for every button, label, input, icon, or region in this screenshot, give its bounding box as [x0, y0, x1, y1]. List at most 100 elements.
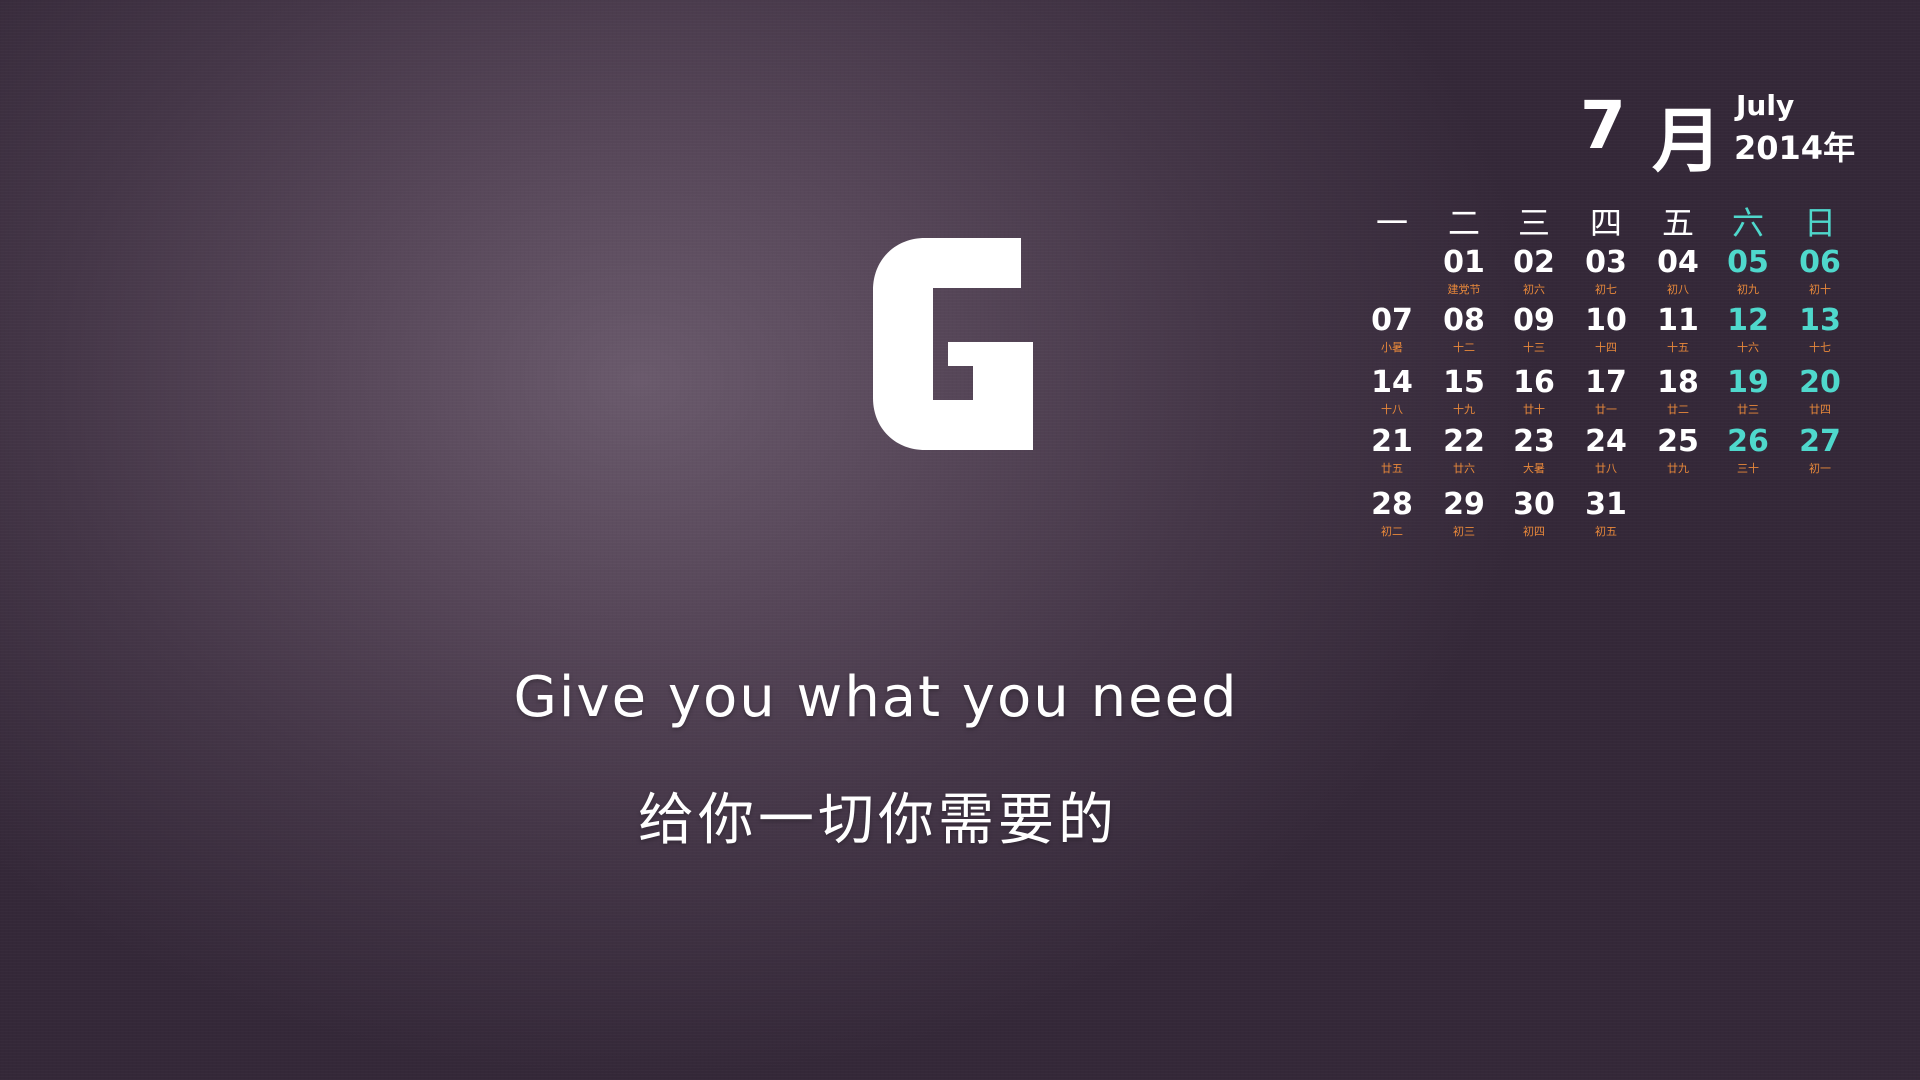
- lunar-date-label: 十八: [1381, 403, 1403, 416]
- day-number: 22: [1443, 424, 1485, 459]
- calendar-day: 15 十九: [1434, 365, 1494, 417]
- weekday-wed: 三: [1517, 204, 1550, 242]
- lunar-date-label: 廿九: [1667, 462, 1689, 475]
- tagline-chinese: 给你一切你需要的: [638, 788, 1118, 853]
- lunar-date-label: 初二: [1381, 525, 1403, 538]
- calendar-day: 06 初十: [1790, 245, 1850, 297]
- day-number: 14: [1371, 365, 1413, 400]
- calendar-day: 08 十二: [1434, 303, 1494, 355]
- month-english-name: July: [1736, 89, 1795, 122]
- lunar-date-label: 初七: [1595, 283, 1617, 296]
- lunar-date-label: 廿三: [1737, 403, 1759, 416]
- calendar-day: 12 十六: [1718, 303, 1778, 355]
- day-number: 28: [1371, 487, 1413, 522]
- day-number: 27: [1799, 424, 1841, 459]
- calendar-day: 17 廿一: [1576, 365, 1636, 417]
- calendar-day: 19 廿三: [1718, 365, 1778, 417]
- day-number: 23: [1513, 424, 1555, 459]
- calendar-day: 14 十八: [1362, 365, 1422, 417]
- weekday-tue: 二: [1447, 204, 1480, 242]
- day-number: 10: [1585, 303, 1627, 338]
- day-number: 24: [1585, 424, 1627, 459]
- lunar-date-label: 初六: [1523, 283, 1545, 296]
- lunar-date-label: 初三: [1453, 525, 1475, 538]
- day-number: 06: [1799, 245, 1841, 280]
- calendar-day: 05 初九: [1718, 245, 1778, 297]
- lunar-date-label: 小暑: [1381, 341, 1403, 354]
- lunar-date-label: 大暑: [1523, 462, 1545, 475]
- day-number: 07: [1371, 303, 1413, 338]
- lunar-date-label: 初五: [1595, 525, 1617, 538]
- day-number: 05: [1727, 245, 1769, 280]
- lunar-date-label: 十九: [1453, 403, 1475, 416]
- lunar-date-label: 廿五: [1381, 462, 1403, 475]
- calendar-day: 24 廿八: [1576, 424, 1636, 476]
- month-character: 月: [1652, 100, 1722, 182]
- calendar-day: 28 初二: [1362, 487, 1422, 539]
- calendar-day: 26 三十: [1718, 424, 1778, 476]
- calendar-day: 29 初三: [1434, 487, 1494, 539]
- day-number: 15: [1443, 365, 1485, 400]
- day-number: 04: [1657, 245, 1699, 280]
- lunar-date-label: 初四: [1523, 525, 1545, 538]
- lunar-date-label: 十三: [1523, 341, 1545, 354]
- month-number: 7: [1580, 87, 1626, 164]
- letter-g-mark: [873, 238, 1033, 450]
- day-number: 09: [1513, 303, 1555, 338]
- calendar-day: 02 初六: [1504, 245, 1564, 297]
- calendar-day: 03 初七: [1576, 245, 1636, 297]
- day-number: 01: [1443, 245, 1485, 280]
- weekday-fri: 五: [1661, 204, 1694, 242]
- day-number: 26: [1727, 424, 1769, 459]
- day-number: 30: [1513, 487, 1555, 522]
- calendar-day: 07 小暑: [1362, 303, 1422, 355]
- day-number: 17: [1585, 365, 1627, 400]
- day-number: 11: [1657, 303, 1699, 338]
- lunar-date-label: 廿十: [1523, 403, 1545, 416]
- lunar-date-label: 十四: [1595, 341, 1617, 354]
- calendar-day: 27 初一: [1790, 424, 1850, 476]
- calendar-day: 04 初八: [1648, 245, 1708, 297]
- day-number: 20: [1799, 365, 1841, 400]
- lunar-date-label: 廿二: [1667, 403, 1689, 416]
- lunar-date-label: 十二: [1453, 341, 1475, 354]
- weekday-sun: 日: [1803, 204, 1836, 242]
- day-number: 08: [1443, 303, 1485, 338]
- calendar-day: 09 十三: [1504, 303, 1564, 355]
- calendar-day: 01 建党节: [1434, 245, 1494, 297]
- calendar-day: 13 十七: [1790, 303, 1850, 355]
- tagline-english: Give you what you need: [513, 665, 1239, 730]
- day-number: 25: [1657, 424, 1699, 459]
- calendar-day: 18 廿二: [1648, 365, 1708, 417]
- lunar-date-label: 初一: [1809, 462, 1831, 475]
- lunar-date-label: 廿八: [1595, 462, 1617, 475]
- lunar-date-label: 建党节: [1447, 283, 1481, 296]
- day-number: 12: [1727, 303, 1769, 338]
- day-number: 16: [1513, 365, 1555, 400]
- calendar-day: 20 廿四: [1790, 365, 1850, 417]
- lunar-date-label: 初九: [1737, 283, 1759, 296]
- calendar-day: 31 初五: [1576, 487, 1636, 539]
- lunar-date-label: 三十: [1737, 462, 1759, 475]
- calendar-day: 22 廿六: [1434, 424, 1494, 476]
- day-number: 19: [1727, 365, 1769, 400]
- lunar-date-label: 初十: [1809, 283, 1831, 296]
- day-number: 02: [1513, 245, 1555, 280]
- lunar-date-label: 十五: [1667, 341, 1689, 354]
- calendar-day: 16 廿十: [1504, 365, 1564, 417]
- day-number: 18: [1657, 365, 1699, 400]
- weekday-thu: 四: [1589, 204, 1622, 242]
- calendar-day: 30 初四: [1504, 487, 1564, 539]
- weekday-sat: 六: [1731, 204, 1764, 242]
- lunar-date-label: 廿一: [1595, 403, 1617, 416]
- calendar-day: 11 十五: [1648, 303, 1708, 355]
- day-number: 13: [1799, 303, 1841, 338]
- calendar-day: 25 廿九: [1648, 424, 1708, 476]
- calendar-day: 23 大暑: [1504, 424, 1564, 476]
- day-number: 31: [1585, 487, 1627, 522]
- weekday-mon: 一: [1375, 204, 1408, 242]
- calendar-day: 21 廿五: [1362, 424, 1422, 476]
- calendar-day: 10 十四: [1576, 303, 1636, 355]
- lunar-date-label: 初八: [1667, 283, 1689, 296]
- day-number: 29: [1443, 487, 1485, 522]
